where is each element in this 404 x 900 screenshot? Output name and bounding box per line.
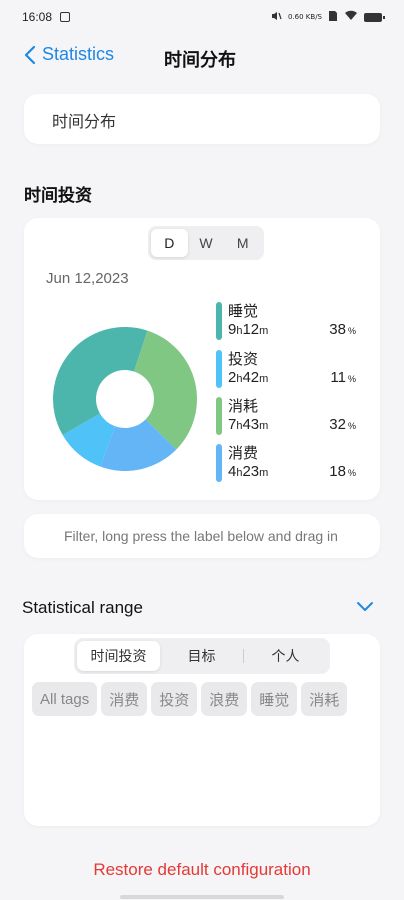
- tag-chip-all[interactable]: All tags: [32, 682, 98, 716]
- chevron-down-icon[interactable]: [356, 598, 374, 617]
- tab-goal[interactable]: 目标: [187, 649, 216, 665]
- donut-slice[interactable]: [62, 413, 116, 467]
- donut-slice[interactable]: [53, 327, 148, 435]
- legend-name: 消费: [228, 444, 259, 462]
- back-label: Statistics: [42, 44, 115, 64]
- legend-duration: 7h43m: [228, 416, 269, 433]
- range-tabs: 时间投资 目标 个人: [74, 638, 330, 674]
- title-card[interactable]: 时间分布: [24, 94, 380, 144]
- chart-card: D W M Jun 12,2023 睡觉 9h12m 38% 投资 2h42m …: [24, 218, 380, 500]
- tag-chip[interactable]: 消耗: [301, 682, 348, 716]
- legend-color-bar: [216, 302, 222, 340]
- tag-chip[interactable]: 消费: [101, 682, 148, 716]
- donut-chart[interactable]: [52, 326, 198, 472]
- donut-slice[interactable]: [100, 419, 177, 471]
- legend-percent: 18%: [329, 463, 356, 480]
- legend-item[interactable]: 消费 4h23m 18%: [216, 442, 366, 482]
- filter-drop-zone[interactable]: Filter, long press the label below and d…: [24, 514, 380, 558]
- legend-duration: 2h42m: [228, 369, 269, 386]
- legend-name: 睡觉: [228, 302, 259, 320]
- page-title: 时间分布: [164, 50, 236, 71]
- legend-color-bar: [216, 444, 222, 482]
- legend-percent: 11%: [330, 369, 356, 386]
- legend-item[interactable]: 投资 2h42m 11%: [216, 348, 366, 388]
- filter-hint: Filter, long press the label below and d…: [64, 528, 338, 544]
- donut-slice[interactable]: [134, 330, 198, 450]
- sim-icon: [328, 10, 338, 25]
- tag-chip[interactable]: 投资: [151, 682, 198, 716]
- tab-divider: [243, 649, 244, 663]
- home-indicator[interactable]: [120, 895, 284, 899]
- mute-icon: [270, 10, 282, 25]
- restore-default-button[interactable]: Restore default configuration: [93, 860, 311, 879]
- title-card-text: 时间分布: [52, 112, 117, 131]
- tag-chip[interactable]: 睡觉: [251, 682, 298, 716]
- section-title-statistical-range: Statistical range: [22, 598, 143, 617]
- legend-color-bar: [216, 397, 222, 435]
- period-month[interactable]: M: [236, 235, 249, 251]
- legend-name: 消耗: [228, 397, 259, 415]
- chart-date: Jun 12,2023: [46, 270, 129, 287]
- chevron-left-icon: [24, 45, 36, 64]
- legend-name: 投资: [228, 350, 259, 368]
- network-speed: 0.60 KB/S: [287, 13, 322, 21]
- section-title-time-investment: 时间投资: [24, 186, 92, 206]
- back-button[interactable]: Statistics: [24, 44, 114, 65]
- tag-chip-list: All tags 消费 投资 浪费 睡觉 消耗: [32, 682, 372, 716]
- nav-bar: Statistics 时间分布: [0, 36, 404, 80]
- legend-color-bar: [216, 350, 222, 388]
- range-card: 时间投资 目标 个人 All tags 消费 投资 浪费 睡觉 消耗: [24, 634, 380, 826]
- tab-personal[interactable]: 个人: [271, 649, 300, 665]
- period-day[interactable]: D: [151, 229, 188, 257]
- tag-chip[interactable]: 浪费: [201, 682, 248, 716]
- period-week[interactable]: W: [199, 235, 213, 251]
- legend-duration: 4h23m: [228, 463, 269, 480]
- legend-duration: 9h12m: [228, 321, 269, 338]
- tab-time-investment[interactable]: 时间投资: [77, 641, 160, 671]
- legend-item[interactable]: 睡觉 9h12m 38%: [216, 300, 366, 340]
- battery-icon: [364, 12, 385, 22]
- legend-percent: 32%: [329, 416, 356, 433]
- wifi-icon: [344, 10, 358, 24]
- legend-item[interactable]: 消耗 7h43m 32%: [216, 395, 366, 435]
- notification-icon: [60, 12, 71, 22]
- status-bar: 16:08 0.60 KB/S: [0, 0, 404, 34]
- period-segmented-control: D W M: [148, 226, 264, 260]
- status-time: 16:08: [22, 10, 53, 24]
- legend-percent: 38%: [329, 321, 356, 338]
